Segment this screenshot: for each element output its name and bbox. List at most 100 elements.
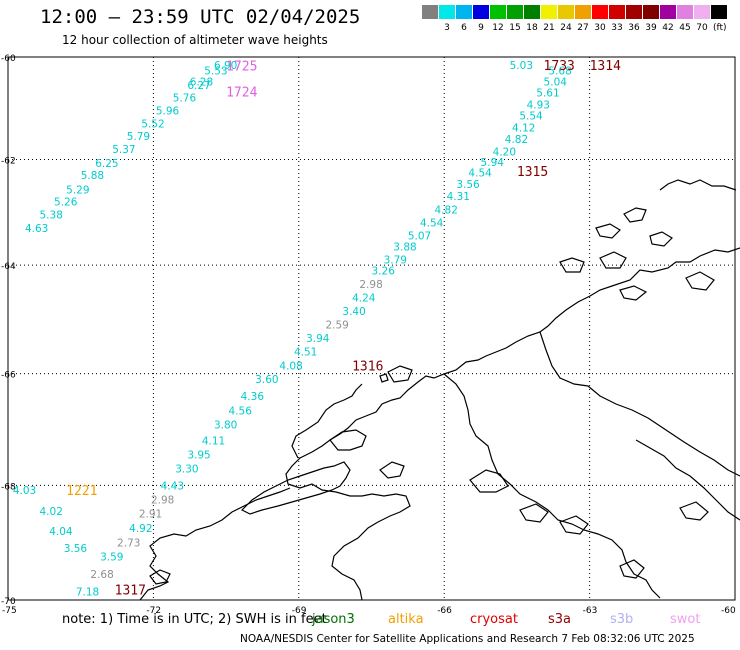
wave-height-value: 4.20 [493,147,516,159]
satellite-name: cryosat [470,612,518,627]
wave-height-value: 2.59 [325,319,348,331]
wave-height-value: 3.40 [342,306,365,318]
legend-swatch [694,5,710,19]
axis-labels: -60 -62 -64 -66 -68 -70-75 -72 -69 -66 -63 -60 [1,54,736,616]
pass-time-label: 1316 [352,359,383,374]
wave-height-value: 4.54 [420,217,444,229]
legend-tick-label: 39 [645,23,657,33]
legend-tick-label: 18 [526,23,538,33]
south-shetland-islands [659,179,737,191]
wave-height-value: 5.37 [112,144,135,156]
legend-tick-label: 33 [611,23,623,33]
islands-mid-1 [387,365,413,383]
wave-height-value: 3.94 [306,333,330,345]
satellite-name: jason3 [312,612,355,627]
wave-height-value: 3.88 [393,241,416,253]
adelaide-island [329,429,367,451]
map-border [7,56,736,601]
legend-swatch [609,5,625,19]
wave-height-value: 5.94 [481,157,505,169]
map-frame [7,56,736,601]
pass-time-label: 1317 [115,584,146,599]
islands-mid-2 [379,373,389,383]
legend-tick-label: 45 [679,23,691,33]
legend-swatch [507,5,523,19]
ice-inlet-1 [469,469,509,493]
wave-height-value: 6.27 [187,80,210,92]
wave-height-value: 5.29 [66,184,89,196]
islands-ne-5 [599,251,627,269]
wave-height-value: 4.36 [241,391,265,403]
wave-height-value: 5.68 [548,66,571,78]
wave-height-value: 5.96 [156,105,180,117]
wave-height-value: 4.54 [468,168,492,180]
west-island [149,569,171,585]
lon-tick-label: -66 [437,606,452,616]
lat-tick-label: -64 [1,262,16,272]
wave-height-value: 7.18 [76,586,99,598]
islands-ne-2 [595,223,621,239]
peninsula-coastline-west [291,383,363,459]
wave-height-value: 5.53 [204,66,227,78]
lon-tick-label: -75 [2,606,17,616]
legend-swatch [473,5,489,19]
legend-swatch [490,5,506,19]
lat-tick-label: -60 [1,54,16,64]
pass-time-label: 1733 [544,59,575,74]
wave-height-value: 4.82 [435,204,458,216]
legend-swatch [524,5,540,19]
wave-height-value: 3.56 [64,543,88,555]
satellite-name: altika [388,612,424,627]
islands-ne-6 [685,271,715,291]
legend-tick-label: 21 [543,23,555,33]
wave-height-value: 4.08 [279,360,302,372]
wave-height-value: 4.92 [129,523,152,535]
islands-ne-4 [559,257,585,273]
islands-ne-3 [649,231,673,247]
footnote: note: 1) Time is in UTC; 2) SWH is in fe… [62,612,327,627]
pass-time-label: 1724 [226,86,257,101]
map-subtitle: 12 hour collection of altimeter wave hei… [62,33,328,47]
islands-ne-1 [623,207,647,223]
legend-tick-label: 3 [444,23,450,33]
wave-height-value: 2.73 [117,537,140,549]
rothera-fragment [379,461,405,479]
wave-height-value: 5.61 [536,88,559,100]
legend-swatch [660,5,676,19]
legend-tick-label: 70 [696,23,708,33]
wave-height-value: 3.59 [100,552,123,564]
legend-swatch [575,5,591,19]
ice-inlet-4 [619,559,645,579]
legend-tick-label: 12 [492,23,504,33]
lon-tick-label: -60 [721,606,736,616]
lat-tick-label: -66 [1,371,16,381]
wave-height-value: 4.63 [25,223,48,235]
lat-tick-label: -70 [1,597,16,607]
wave-height-value: 6.90 [214,60,237,72]
wave-height-value: 4.04 [49,526,73,538]
wave-height-value: 3.56 [456,179,480,191]
wave-height-value: 5.26 [54,196,78,208]
satellite-name: s3b [610,612,634,627]
wave-height-value: 3.26 [372,265,396,277]
legend-swatch [456,5,472,19]
wave-height-value: 5.38 [40,210,63,222]
wave-height-value: 4.03 [13,485,36,497]
pass-time-label: 1725 [226,60,257,75]
pass-time-label: 1315 [517,165,548,180]
lat-tick-label: -68 [1,482,16,492]
wave-height-value: 3.79 [384,255,407,267]
wave-height-value: 4.02 [40,506,63,518]
wave-height-value: 3.95 [187,449,210,461]
legend-swatch [558,5,574,19]
wave-height-value: 4.43 [161,480,184,492]
wave-height-value: 4.56 [229,406,253,418]
legend-tick-label: 6 [461,23,467,33]
satellite-name: swot [670,612,701,627]
wave-height-value: 6.25 [95,158,118,170]
wave-height-legend: 3 6 9 12 15 18 21 24 27 30 33 36 39 42 45 70 [422,5,728,35]
wave-height-value: 3.80 [214,420,237,432]
ice-inlet-2 [519,503,549,523]
